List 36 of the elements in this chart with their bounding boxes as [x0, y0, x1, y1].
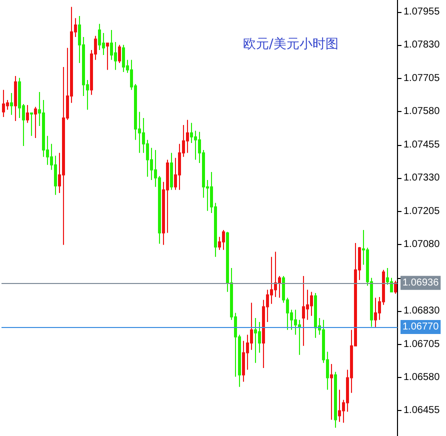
candlestick — [170, 152, 173, 190]
candlestick — [394, 280, 397, 294]
text: 欧元/美元小时图 — [243, 36, 338, 52]
candlestick — [330, 363, 333, 420]
candlestick — [30, 112, 33, 136]
candlestick — [254, 317, 257, 364]
y-tick-label: 1.07830 — [404, 40, 440, 51]
ref-line-label: 1.06936 — [402, 277, 440, 288]
candlestick — [314, 292, 317, 338]
y-tick-label: 1.07955 — [404, 6, 440, 18]
candlestick — [186, 119, 189, 154]
candlestick — [122, 44, 125, 73]
candlestick — [26, 104, 29, 124]
y-tick-label: 1.07080 — [404, 239, 440, 250]
candlestick — [310, 291, 313, 316]
y-tick-label: 1.07330 — [404, 172, 440, 184]
y-tick-label: 1.07205 — [404, 206, 440, 217]
candlestick — [10, 92, 13, 116]
y-tick-label: 1.07705 — [404, 72, 440, 84]
y-tick-label: 1.07580 — [404, 106, 440, 118]
candlestick — [118, 44, 121, 64]
y-tick-label: 1.06830 — [404, 306, 440, 317]
candlestick — [222, 229, 225, 250]
candlestick — [302, 275, 305, 346]
y-tick-label: 1.06455 — [404, 405, 440, 416]
y-tick-label: 1.07455 — [404, 139, 440, 150]
candlestick — [374, 297, 377, 328]
ref-line-label: 1.06770 — [402, 322, 440, 332]
candlestick — [338, 389, 341, 422]
y-tick-label: 1.06705 — [404, 338, 440, 350]
y-tick-label: 1.06580 — [404, 372, 440, 384]
candlestick — [2, 89, 5, 118]
candlestick — [14, 76, 17, 122]
candlestick — [34, 106, 37, 138]
candlestick — [106, 42, 109, 70]
candlestick — [334, 371, 337, 428]
